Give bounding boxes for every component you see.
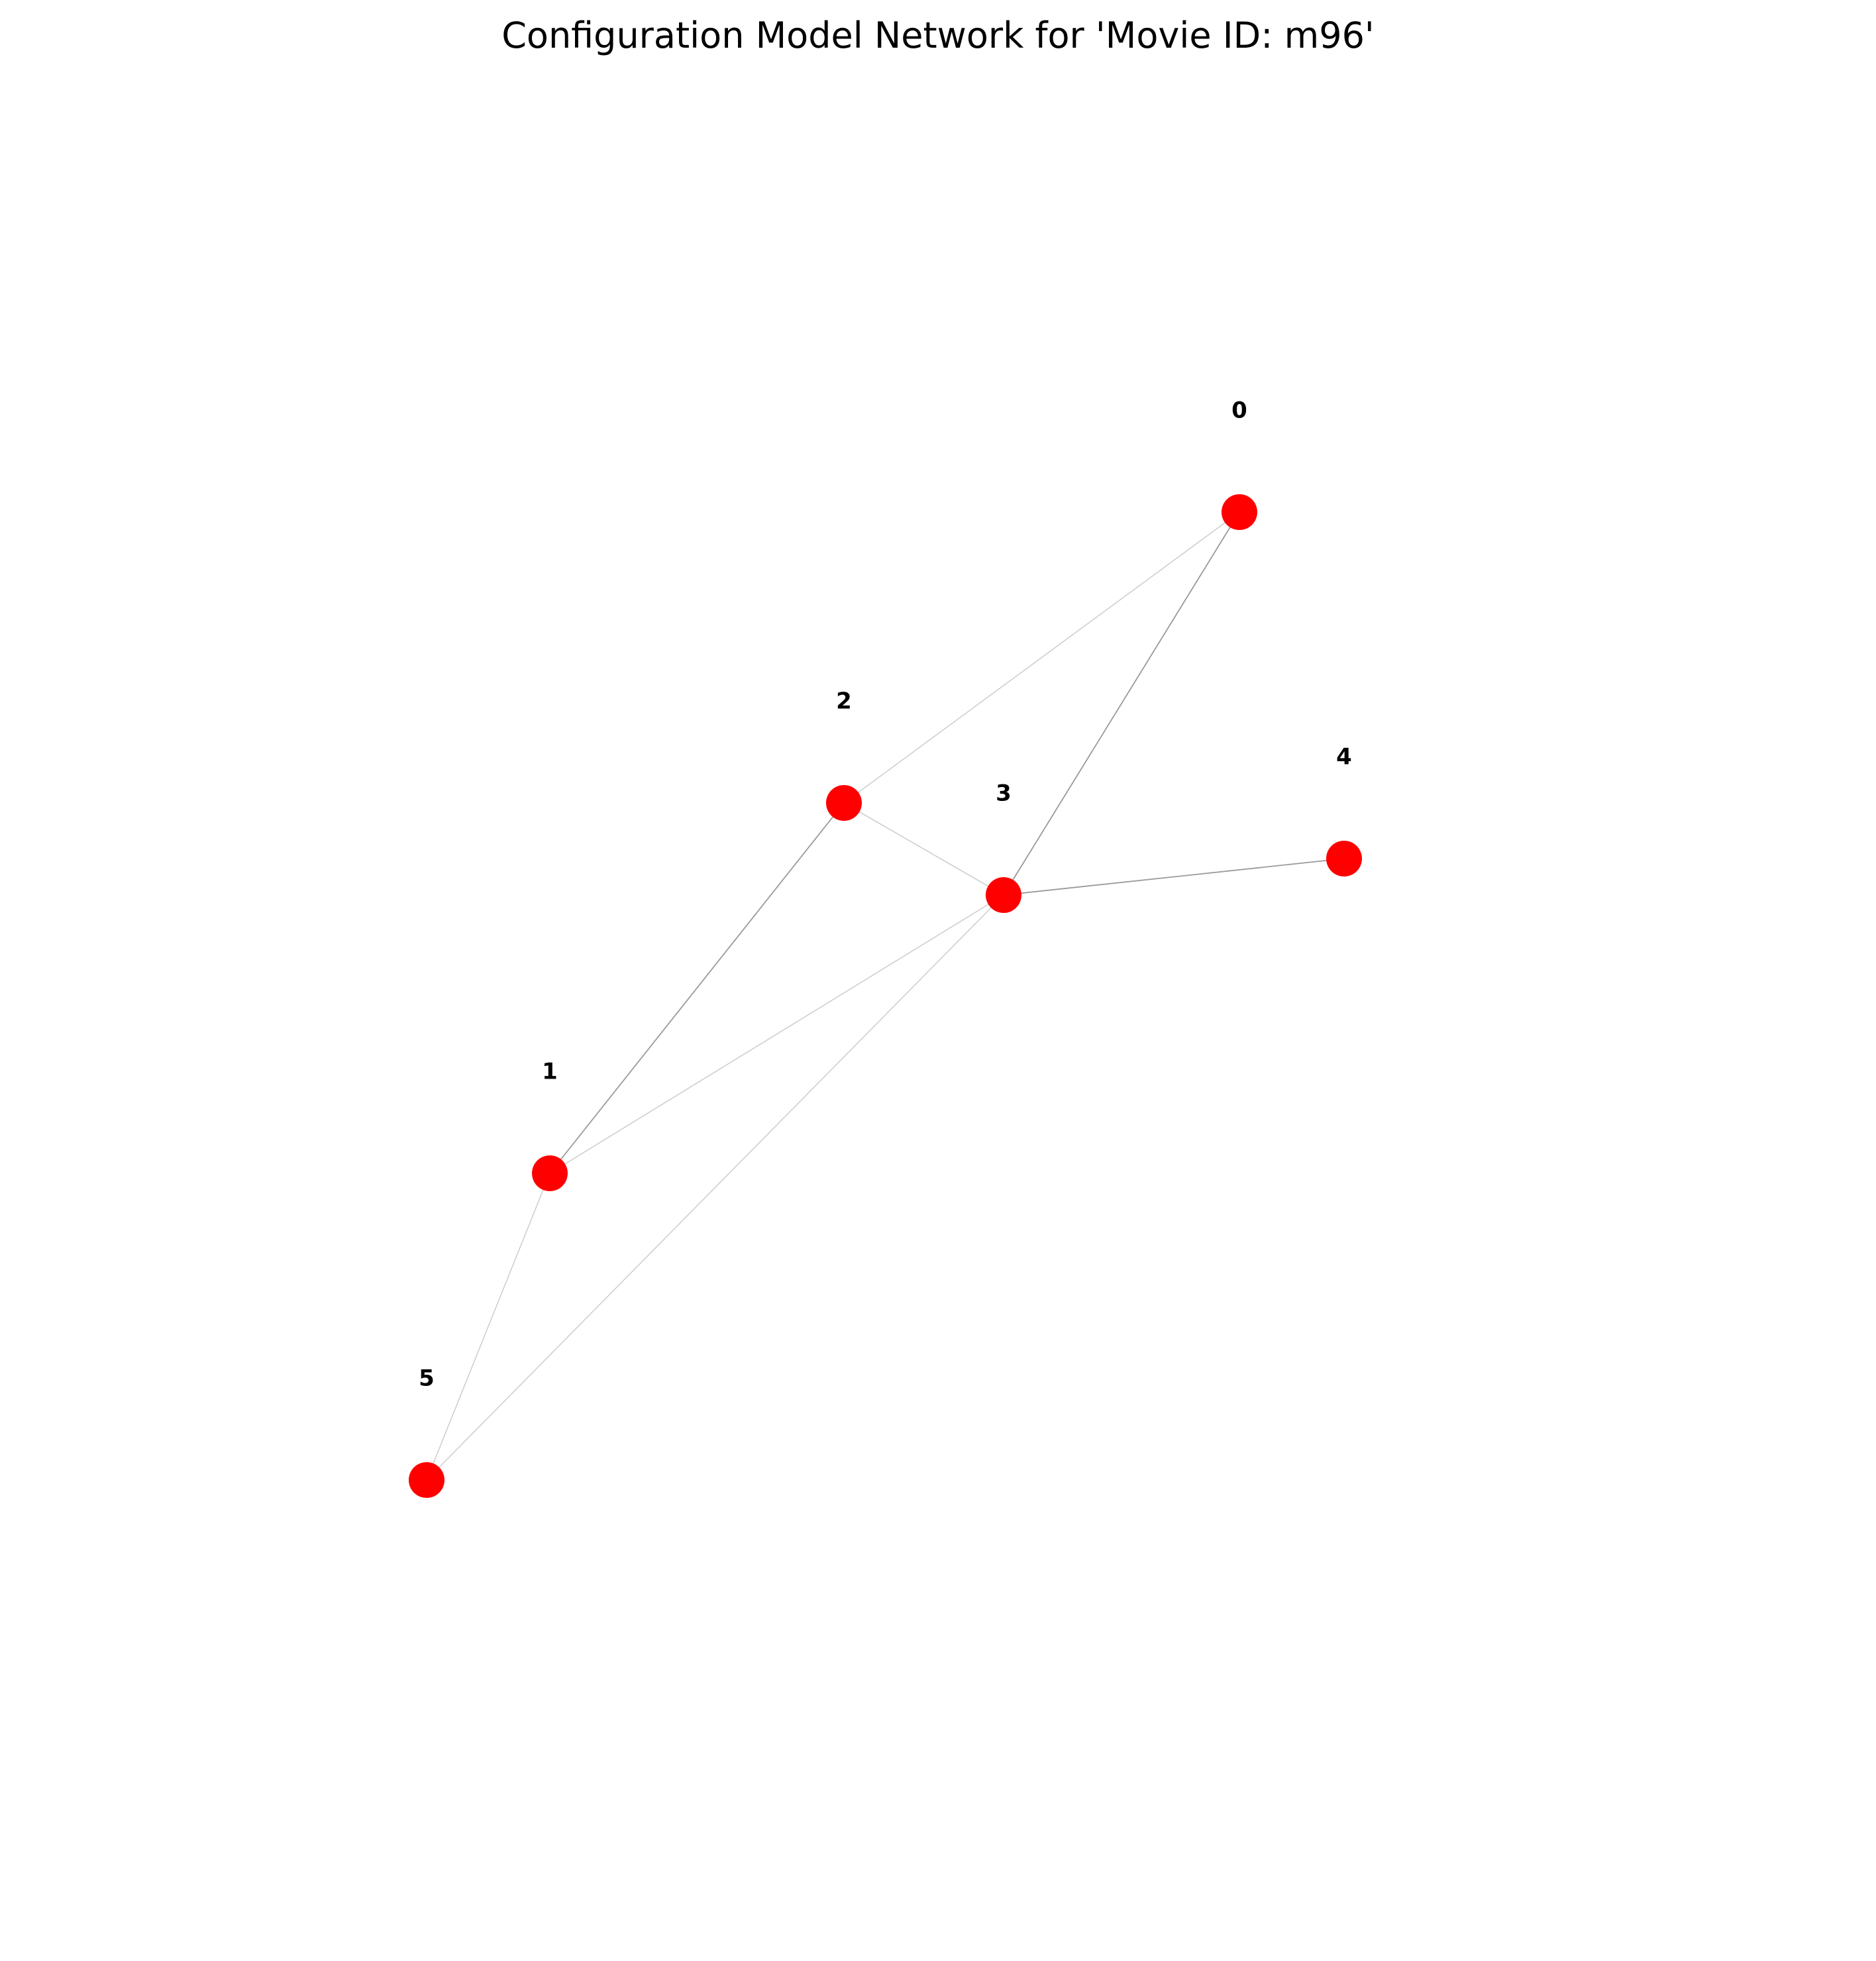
node-label-4: 4 bbox=[1336, 744, 1352, 770]
node-label-2: 2 bbox=[836, 688, 852, 715]
node-0 bbox=[1222, 494, 1257, 530]
node-2 bbox=[826, 785, 862, 821]
edge-0-2 bbox=[843, 511, 1240, 804]
node-label-3: 3 bbox=[996, 780, 1012, 807]
node-4 bbox=[1326, 841, 1362, 876]
node-label-1: 1 bbox=[542, 1059, 558, 1085]
edge-2-3 bbox=[843, 802, 1004, 896]
edge-2-1 bbox=[549, 802, 845, 1174]
node-label-0: 0 bbox=[1231, 398, 1247, 424]
node-1 bbox=[532, 1155, 568, 1191]
edges-layer bbox=[426, 511, 1345, 1481]
edge-3-5 bbox=[426, 894, 1004, 1481]
labels-layer: 0 1 2 3 4 5 bbox=[419, 398, 1352, 1392]
figure-title: Configuration Model Network for 'Movie I… bbox=[501, 15, 1375, 56]
edge-3-1 bbox=[549, 894, 1004, 1174]
node-5 bbox=[409, 1462, 444, 1498]
edge-3-4 bbox=[1003, 858, 1345, 896]
edge-1-5 bbox=[426, 1173, 550, 1481]
nodes-layer bbox=[409, 494, 1362, 1498]
node-3 bbox=[986, 877, 1021, 913]
node-label-5: 5 bbox=[419, 1365, 435, 1392]
edge-0-3 bbox=[1003, 511, 1240, 896]
